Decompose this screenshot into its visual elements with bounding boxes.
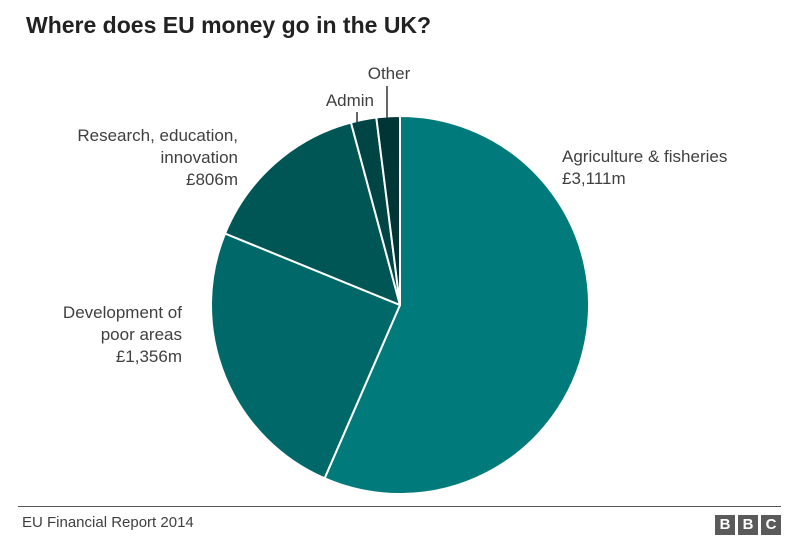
label-other: Other [368, 64, 411, 83]
label-agriculture-fisheries: Agriculture & fisheries £3,111m [562, 147, 727, 188]
pie-chart: Agriculture & fisheries £3,111m Developmen… [63, 64, 727, 495]
leader-lines [356, 86, 388, 122]
slice-agriculture-fisheries [323, 115, 590, 495]
label-admin: Admin [326, 91, 374, 110]
slice-other [375, 115, 401, 306]
chart-title: Where does EU money go in the UK? [26, 12, 432, 38]
slice-research-education-innovation [224, 121, 401, 306]
category-label-line: Development of [63, 303, 182, 322]
value-label: £3,111m [562, 169, 626, 188]
label-development-of-poor-areas: Development of poor areas £1,356m [63, 303, 182, 366]
label-research-education-innovation: Research, education, innovation £806m [77, 126, 238, 189]
category-label-line: Other [368, 64, 411, 83]
logo-letter-b2: B [738, 515, 758, 535]
source-note: EU Financial Report 2014 [22, 514, 194, 531]
logo-letter-c: C [761, 515, 781, 535]
value-label: £1,356m [116, 347, 182, 366]
value-label: £806m [186, 170, 238, 189]
pie-slices [210, 115, 590, 495]
category-label-line: poor areas [101, 325, 182, 344]
category-label-line: Admin [326, 91, 374, 110]
category-label-line: Research, education, [77, 126, 238, 145]
category-label-line: innovation [160, 148, 238, 167]
category-label-line: Agriculture & fisheries [562, 147, 727, 166]
logo-letter-b1: B [715, 515, 735, 535]
bbc-logo: B B C [715, 515, 781, 535]
slice-labels: Agriculture & fisheries £3,111m Developmen… [63, 64, 727, 366]
footer-divider [18, 506, 781, 507]
slice-development-of-poor-areas [210, 232, 401, 480]
